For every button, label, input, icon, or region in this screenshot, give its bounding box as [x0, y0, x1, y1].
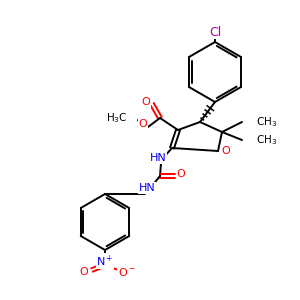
Text: H$_3$C: H$_3$C	[106, 111, 128, 125]
Text: O: O	[177, 169, 185, 179]
Text: O: O	[80, 267, 88, 277]
Text: Cl: Cl	[209, 26, 221, 38]
Text: O: O	[222, 146, 230, 156]
Text: N$^+$: N$^+$	[96, 253, 114, 269]
Text: HN: HN	[150, 153, 166, 163]
Text: CH$_3$: CH$_3$	[256, 115, 277, 129]
Text: CH$_3$: CH$_3$	[256, 133, 277, 147]
Text: O: O	[139, 119, 147, 129]
Text: O: O	[142, 97, 150, 107]
Text: O$^-$: O$^-$	[118, 266, 136, 278]
Text: HN: HN	[139, 183, 155, 193]
